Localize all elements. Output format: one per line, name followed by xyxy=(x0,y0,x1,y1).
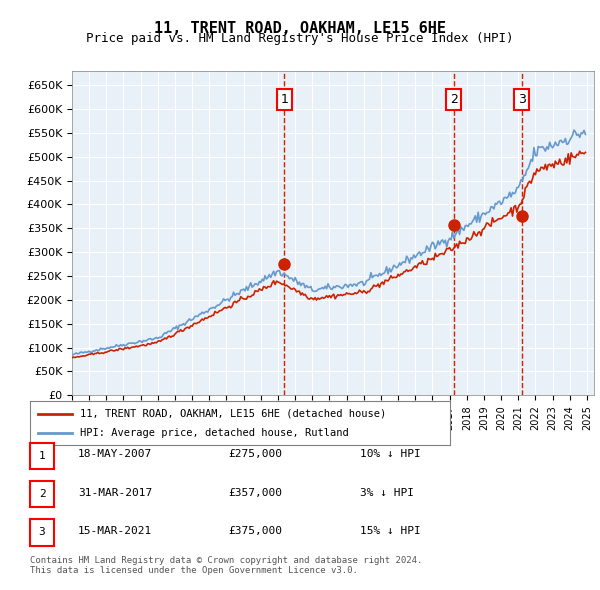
Text: 2: 2 xyxy=(38,489,46,499)
Text: 11, TRENT ROAD, OAKHAM, LE15 6HE (detached house): 11, TRENT ROAD, OAKHAM, LE15 6HE (detach… xyxy=(80,409,386,418)
Text: Contains HM Land Registry data © Crown copyright and database right 2024.
This d: Contains HM Land Registry data © Crown c… xyxy=(30,556,422,575)
Text: HPI: Average price, detached house, Rutland: HPI: Average price, detached house, Rutl… xyxy=(80,428,349,438)
Text: £275,000: £275,000 xyxy=(228,450,282,459)
Text: 3: 3 xyxy=(38,527,46,537)
Text: 18-MAY-2007: 18-MAY-2007 xyxy=(78,450,152,459)
Text: 11, TRENT ROAD, OAKHAM, LE15 6HE (detached house): 11, TRENT ROAD, OAKHAM, LE15 6HE (detach… xyxy=(80,409,386,418)
Text: £357,000: £357,000 xyxy=(228,488,282,497)
Text: 15% ↓ HPI: 15% ↓ HPI xyxy=(360,526,421,536)
Text: 3% ↓ HPI: 3% ↓ HPI xyxy=(360,488,414,497)
Text: 15-MAR-2021: 15-MAR-2021 xyxy=(78,526,152,536)
Text: 11, TRENT ROAD, OAKHAM, LE15 6HE: 11, TRENT ROAD, OAKHAM, LE15 6HE xyxy=(154,21,446,35)
Text: 10% ↓ HPI: 10% ↓ HPI xyxy=(360,450,421,459)
Text: 2: 2 xyxy=(450,93,458,106)
Text: 31-MAR-2017: 31-MAR-2017 xyxy=(78,488,152,497)
Text: £375,000: £375,000 xyxy=(228,526,282,536)
Text: Price paid vs. HM Land Registry's House Price Index (HPI): Price paid vs. HM Land Registry's House … xyxy=(86,32,514,45)
Text: HPI: Average price, detached house, Rutland: HPI: Average price, detached house, Rutl… xyxy=(80,428,349,438)
Text: 1: 1 xyxy=(38,451,46,461)
Text: 3: 3 xyxy=(518,93,526,106)
Text: 1: 1 xyxy=(280,93,289,106)
